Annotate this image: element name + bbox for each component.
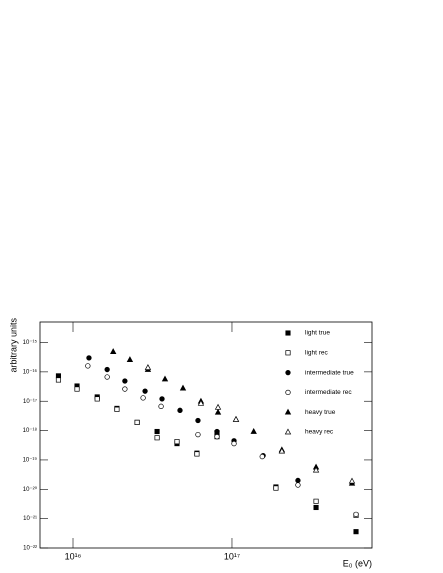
legend-marker: [284, 408, 292, 415]
point: [214, 403, 222, 410]
y-tick-label: 10⁻¹⁶: [23, 368, 38, 375]
point: [55, 377, 62, 383]
point: [154, 428, 160, 435]
legend-marker: [285, 350, 291, 356]
point: [353, 529, 359, 535]
y-tick-label: 10⁻¹⁵: [23, 339, 38, 346]
x-tick-label: 10¹⁶: [65, 551, 82, 561]
legend-text: intermediate rec: [305, 389, 352, 396]
point: [140, 395, 146, 401]
point: [85, 363, 91, 369]
point: [144, 364, 152, 370]
point: [353, 511, 359, 518]
point: [110, 348, 117, 354]
x-axis-title: E₀ (eV): [343, 558, 372, 568]
point: [158, 403, 164, 409]
point: [194, 451, 200, 457]
point: [122, 386, 128, 392]
y-tick-label: 10⁻²¹: [23, 516, 37, 522]
plot-frame: [39, 321, 373, 549]
point: [179, 384, 187, 391]
point: [195, 417, 201, 424]
legend-text: heavy rec: [305, 429, 334, 436]
point: [122, 378, 128, 384]
point: [104, 366, 110, 373]
point: [295, 482, 301, 488]
point: [273, 485, 279, 491]
point: [197, 399, 205, 406]
point: [134, 419, 140, 425]
point: [161, 375, 169, 382]
point: [313, 504, 319, 511]
point: [159, 396, 165, 402]
legend-text: heavy true: [305, 409, 336, 416]
legend-text: light rec: [305, 350, 329, 357]
legend-marker: [285, 389, 291, 396]
y-tick-label: 10⁻¹⁷: [23, 398, 37, 405]
point: [214, 434, 220, 440]
point: [114, 406, 120, 412]
y-tick-label: 10⁻¹⁹: [23, 457, 38, 464]
legend-marker: [284, 428, 292, 435]
point: [312, 466, 320, 473]
point: [232, 415, 240, 422]
point: [177, 407, 183, 413]
x-tick-label: 10¹⁷: [224, 551, 240, 561]
point: [250, 427, 257, 434]
legend-marker: [285, 369, 291, 376]
point: [348, 477, 356, 484]
point: [295, 477, 301, 484]
y-axis-title: arbitrary units: [8, 318, 18, 373]
point: [126, 356, 134, 363]
y-tick-label: 10⁻²⁰: [23, 486, 38, 493]
point: [74, 386, 80, 392]
point: [259, 453, 265, 460]
point: [86, 355, 92, 361]
legend-text: intermediate true: [305, 369, 354, 376]
point: [214, 428, 220, 435]
point: [278, 447, 286, 454]
point: [214, 408, 222, 415]
y-tick-label: 10⁻²²: [23, 546, 37, 552]
point: [231, 440, 237, 447]
point: [94, 396, 100, 402]
point: [154, 435, 160, 441]
point: [313, 498, 319, 504]
legend-marker: [285, 330, 291, 336]
point: [104, 374, 110, 380]
legend-text: light true: [305, 330, 330, 337]
point: [195, 431, 201, 438]
y-tick-label: 10⁻¹⁸: [23, 427, 38, 434]
point: [174, 439, 180, 445]
point: [142, 388, 148, 394]
